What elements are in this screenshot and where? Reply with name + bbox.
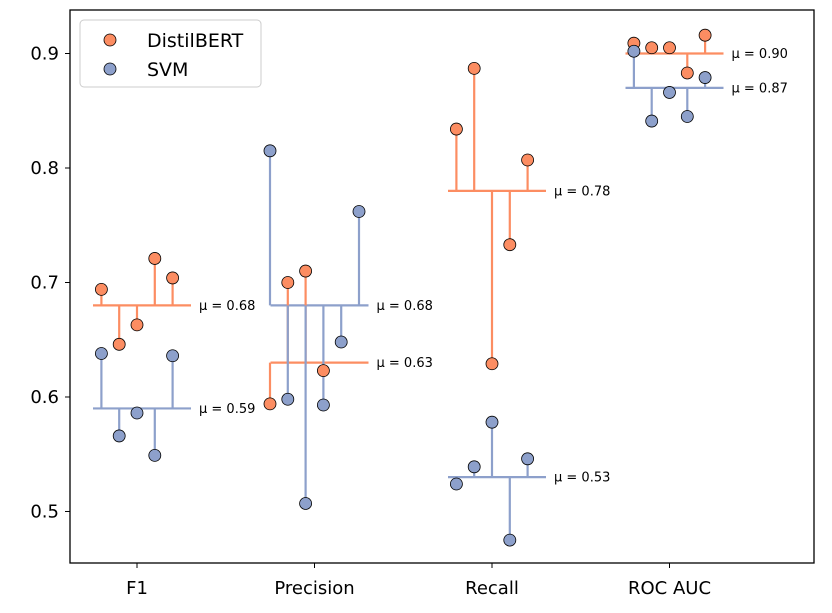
point-distilbert: [645, 41, 659, 55]
point-distilbert: [680, 66, 694, 80]
y-tick-label: 0.5: [30, 501, 59, 522]
mean-label-distilbert: μ = 0.78: [554, 184, 610, 199]
point-distilbert: [449, 122, 463, 136]
point-svm: [299, 497, 313, 510]
legend: DistilBERT SVM: [79, 19, 262, 88]
legend-label: SVM: [147, 59, 188, 81]
point-distilbert: [316, 364, 330, 378]
point-svm: [148, 448, 162, 462]
point-svm: [645, 114, 659, 128]
mean-label-svm: μ = 0.87: [732, 81, 788, 96]
legend-marker: [103, 62, 117, 76]
mean-label-distilbert: μ = 0.68: [199, 299, 255, 314]
point-distilbert: [112, 337, 126, 351]
point-svm: [95, 347, 108, 360]
point-distilbert: [485, 357, 499, 371]
plot-frame: [69, 9, 815, 564]
point-svm: [263, 144, 277, 158]
mean-label-svm: μ = 0.53: [554, 471, 610, 486]
point-distilbert: [95, 282, 108, 296]
point-svm: [503, 533, 517, 547]
point-svm: [521, 452, 534, 466]
point-svm: [166, 349, 180, 363]
point-svm: [680, 110, 694, 123]
y-tick-label: 0.6: [30, 387, 59, 408]
point-svm: [352, 205, 366, 218]
point-distilbert: [698, 28, 712, 42]
y-tick-label: 0.9: [30, 44, 59, 65]
y-tick-label: 0.7: [30, 272, 59, 293]
mean-label-distilbert: μ = 0.63: [377, 356, 433, 371]
point-distilbert: [521, 153, 534, 167]
point-svm: [467, 460, 481, 474]
legend-label: DistilBERT: [147, 30, 244, 52]
point-svm: [663, 86, 676, 99]
legend-marker: [103, 33, 117, 47]
mean-label-svm: μ = 0.59: [199, 402, 255, 417]
y-tick-label: 0.8: [30, 158, 59, 179]
point-distilbert: [263, 397, 277, 411]
x-tick-label: ROC AUC: [628, 578, 711, 599]
point-distilbert: [467, 61, 481, 75]
point-svm: [698, 71, 712, 84]
mean-label-svm: μ = 0.68: [377, 299, 433, 314]
point-svm: [112, 429, 126, 443]
point-svm: [281, 392, 295, 406]
axes: F1 Precision Recall ROC AUC 0.5 0.6 0.7 0.8 0.9: [30, 44, 711, 599]
x-tick-label: Recall: [465, 578, 519, 599]
point-distilbert: [503, 238, 517, 252]
point-distilbert: [281, 276, 295, 289]
x-tick-label: Precision: [274, 578, 354, 599]
point-svm: [316, 398, 330, 412]
point-distilbert: [299, 264, 313, 278]
point-svm: [627, 44, 641, 58]
x-tick-label: F1: [126, 578, 148, 599]
mean-label-distilbert: μ = 0.90: [732, 47, 788, 62]
point-svm: [449, 477, 463, 491]
point-distilbert: [663, 41, 676, 55]
point-distilbert: [130, 318, 144, 332]
chart-marks: μ = 0.68 μ = 0.59 μ = 0.63 μ = 0.68 μ = 0.78…: [93, 28, 788, 547]
legend-box: [79, 19, 262, 88]
point-distilbert: [148, 252, 162, 265]
point-distilbert: [166, 271, 180, 285]
point-svm: [485, 415, 499, 429]
point-svm: [130, 406, 144, 420]
point-svm: [334, 335, 348, 349]
